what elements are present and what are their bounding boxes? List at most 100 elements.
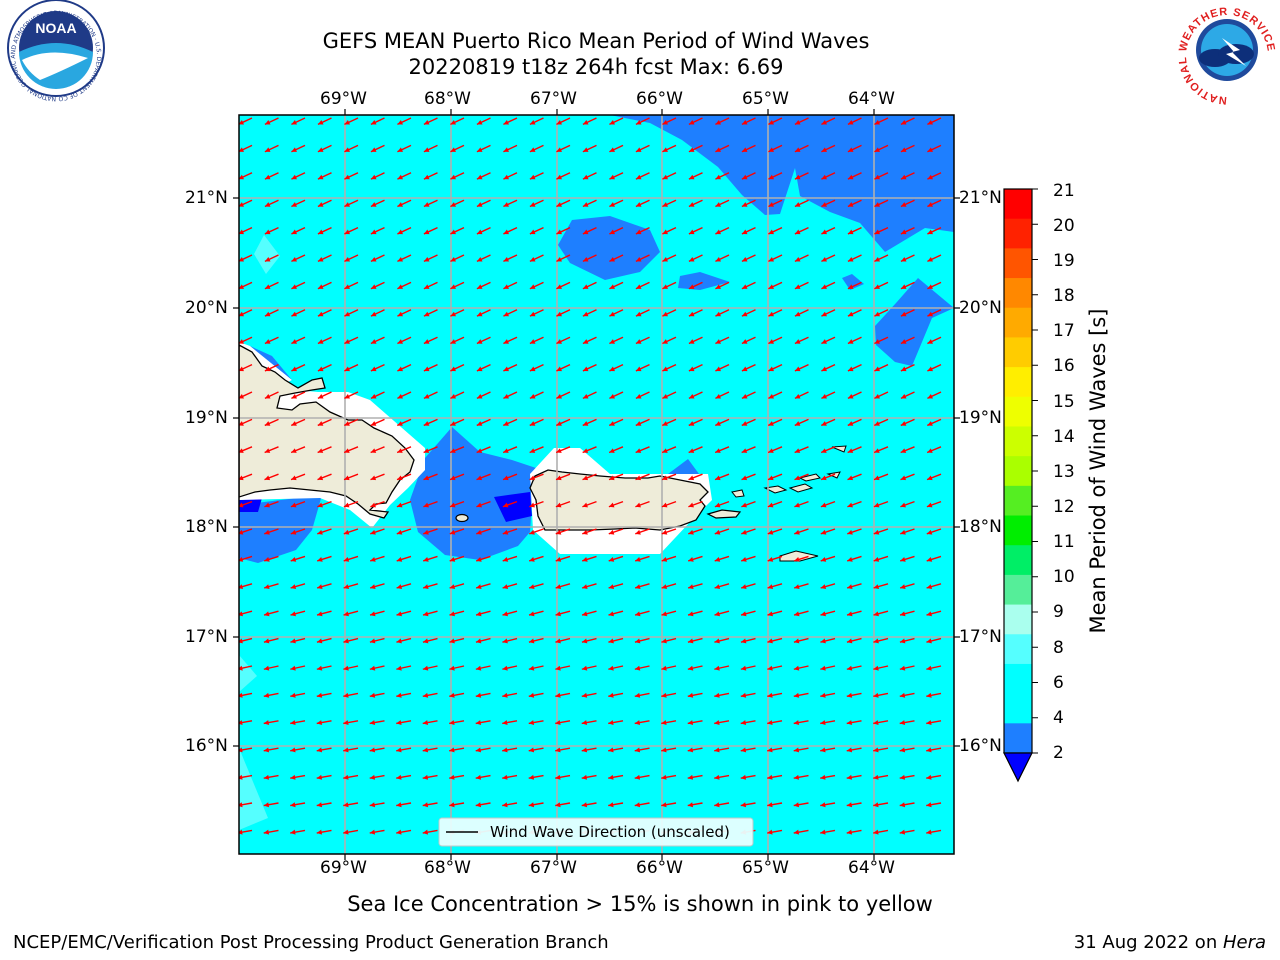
wave-direction-arrowhead bbox=[370, 584, 376, 589]
wave-direction-arrowhead bbox=[529, 448, 536, 453]
wave-direction-arrowhead bbox=[555, 774, 561, 780]
wave-direction-arrowhead bbox=[503, 421, 509, 426]
wave-direction-arrowhead bbox=[581, 665, 588, 671]
colorbar-tick-8: 8 bbox=[1053, 638, 1064, 658]
wave-direction-arrowhead bbox=[688, 611, 694, 617]
wave-direction-arrowhead bbox=[741, 174, 748, 180]
wave-direction-arrowhead bbox=[502, 638, 508, 644]
wave-direction-arrowhead bbox=[317, 584, 323, 589]
wave-direction-arrowhead bbox=[688, 366, 695, 372]
wave-direction-arrowhead bbox=[556, 284, 562, 289]
wave-direction-arrowhead bbox=[715, 311, 721, 317]
wave-direction-arrowhead bbox=[397, 366, 403, 372]
wave-direction-arrowhead bbox=[874, 475, 880, 481]
wave-direction-arrowhead bbox=[900, 119, 907, 125]
wave-direction-arrowhead bbox=[635, 502, 641, 508]
wave-direction-arrowhead bbox=[529, 611, 535, 617]
wave-direction-arrowhead bbox=[688, 284, 695, 289]
wave-direction-arrowhead bbox=[794, 366, 801, 372]
wave-direction-arrowhead bbox=[397, 393, 403, 399]
wave-direction-arrowhead bbox=[449, 638, 455, 644]
wave-direction-arrowhead bbox=[422, 829, 429, 835]
wave-direction-arrowhead bbox=[582, 584, 588, 589]
wave-direction-arrowhead bbox=[343, 584, 350, 589]
wave-direction-arrowhead bbox=[264, 393, 271, 399]
wave-direction-arrowhead bbox=[422, 638, 429, 644]
wave-direction-arrowhead bbox=[239, 557, 244, 562]
colorbar-segment bbox=[1004, 634, 1032, 665]
wave-direction-arrowhead bbox=[528, 665, 535, 671]
wave-direction-arrowhead bbox=[502, 557, 509, 562]
wave-direction-arrowhead bbox=[555, 802, 561, 808]
wave-direction-arrowhead bbox=[343, 774, 349, 780]
wave-direction-arrowhead bbox=[715, 119, 721, 125]
wave-direction-arrowhead bbox=[529, 529, 535, 535]
wave-direction-arrowhead bbox=[316, 829, 323, 835]
wave-direction-arrowhead bbox=[239, 692, 243, 698]
wave-direction-arrowhead bbox=[926, 584, 933, 589]
wave-direction-arrowhead bbox=[900, 584, 906, 589]
lat-label-right-16n: 16°N bbox=[959, 736, 1002, 756]
wave-direction-arrowhead bbox=[264, 584, 270, 589]
wave-direction-arrowhead bbox=[793, 747, 800, 753]
wave-direction-arrowhead bbox=[846, 802, 853, 808]
wave-direction-arrowhead bbox=[662, 147, 668, 152]
wave-direction-arrowhead bbox=[239, 366, 244, 372]
wave-direction-arrowhead bbox=[662, 284, 668, 289]
wave-direction-arrowhead bbox=[528, 802, 535, 808]
wave-direction-arrowhead bbox=[343, 529, 350, 535]
wave-direction-arrowhead bbox=[502, 802, 508, 808]
wave-direction-arrowhead bbox=[635, 119, 642, 125]
wave-direction-arrowhead bbox=[873, 720, 879, 725]
wave-direction-arrowhead bbox=[740, 665, 747, 671]
wave-direction-arrowhead bbox=[502, 665, 508, 671]
wave-direction-arrowhead bbox=[344, 119, 350, 125]
culebra-island bbox=[731, 489, 745, 498]
wave-direction-arrowhead bbox=[239, 475, 244, 481]
wave-direction-arrowhead bbox=[239, 174, 244, 180]
wave-direction-arrowhead bbox=[476, 174, 483, 180]
wave-direction-arrowhead bbox=[397, 448, 403, 453]
colorbar-tick-9: 9 bbox=[1053, 602, 1064, 622]
wave-direction-arrowhead bbox=[316, 747, 323, 753]
wave-direction-arrowhead bbox=[926, 747, 932, 753]
wave-direction-arrowhead bbox=[609, 311, 615, 317]
wave-direction-arrowhead bbox=[900, 611, 906, 617]
wave-direction-arrowhead bbox=[821, 421, 827, 426]
wave-direction-arrowhead bbox=[635, 256, 642, 262]
wave-direction-arrowhead bbox=[874, 202, 880, 207]
wave-direction-arrowhead bbox=[239, 529, 244, 535]
wave-direction-arrowhead bbox=[767, 747, 773, 753]
wave-direction-arrowhead bbox=[556, 339, 562, 344]
wave-direction-arrowhead bbox=[555, 747, 561, 753]
wave-direction-arrowhead bbox=[581, 802, 588, 808]
wave-direction-arrowhead bbox=[821, 174, 827, 180]
wave-direction-arrowhead bbox=[317, 393, 324, 399]
wave-direction-arrowhead bbox=[821, 366, 827, 372]
wave-direction-arrowhead bbox=[317, 256, 324, 262]
wave-direction-arrowhead bbox=[794, 202, 801, 207]
wave-direction-arrowhead bbox=[927, 339, 933, 344]
wave-direction-arrowhead bbox=[847, 256, 854, 262]
wave-direction-arrowhead bbox=[741, 421, 748, 426]
lat-label-right-18n: 18°N bbox=[959, 517, 1002, 537]
wave-direction-arrowhead bbox=[741, 502, 747, 508]
wave-direction-arrowhead bbox=[449, 720, 455, 725]
wave-direction-arrowhead bbox=[661, 611, 667, 617]
wave-direction-arrowhead bbox=[715, 339, 721, 344]
wave-direction-arrowhead bbox=[768, 339, 774, 344]
wave-direction-arrowhead bbox=[264, 311, 271, 317]
wave-direction-arrowhead bbox=[688, 256, 695, 262]
wave-direction-arrowhead bbox=[503, 393, 509, 399]
wave-direction-arrowhead bbox=[239, 747, 243, 753]
wave-direction-arrowhead bbox=[873, 529, 880, 535]
wave-direction-arrowhead bbox=[316, 774, 323, 780]
wave-direction-arrowhead bbox=[502, 584, 509, 589]
wave-direction-arrowhead bbox=[926, 611, 932, 617]
wave-direction-arrowhead bbox=[715, 448, 721, 453]
map-ticks bbox=[233, 109, 960, 860]
wave-direction-arrowhead bbox=[927, 284, 933, 289]
wave-direction-arrowhead bbox=[369, 692, 376, 698]
wave-direction-arrowhead bbox=[291, 448, 297, 453]
wave-direction-arrowhead bbox=[449, 584, 456, 589]
